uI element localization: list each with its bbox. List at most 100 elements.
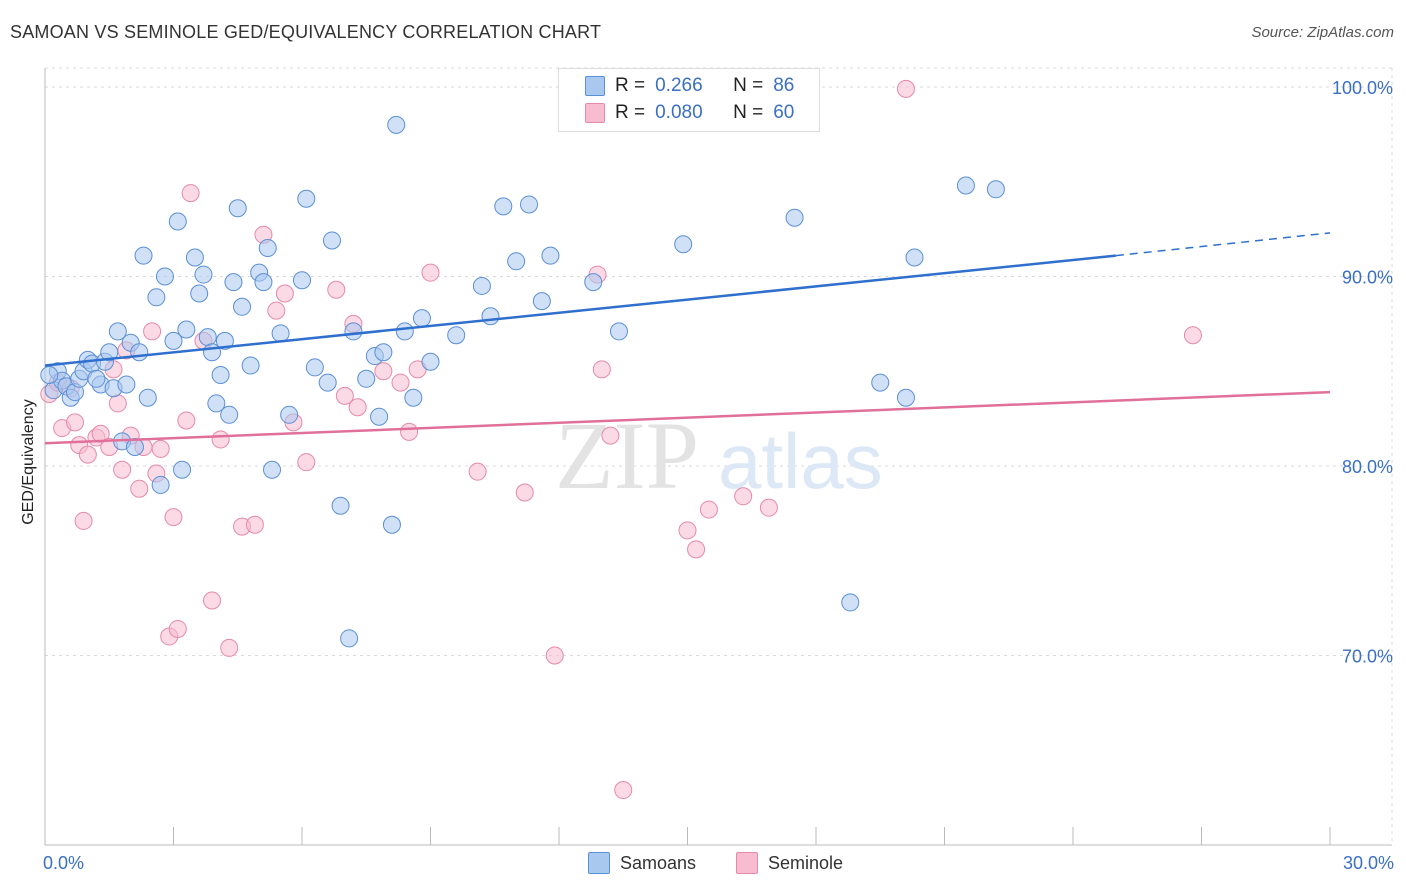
samoans-point <box>220 405 239 424</box>
seminole-point <box>143 322 162 341</box>
samoans-point <box>263 460 282 479</box>
samoans-point <box>194 265 213 284</box>
seminole-point <box>1183 326 1202 345</box>
seminole-point <box>130 479 149 498</box>
axes <box>44 68 1392 846</box>
samoans-point <box>841 593 860 612</box>
samoans-point <box>785 208 804 227</box>
seminole-point <box>327 280 346 299</box>
samoans-point <box>956 176 975 195</box>
samoans-point <box>357 369 376 388</box>
seminole-point <box>896 79 915 98</box>
samoans-point <box>40 366 59 385</box>
samoans-point <box>117 375 136 394</box>
samoans-r-value: 0.266 <box>655 75 703 96</box>
r-label: R = <box>615 102 646 123</box>
legend-item-samoans[interactable]: Samoans <box>588 852 696 874</box>
samoans-point <box>293 271 311 290</box>
samoans-point <box>224 273 243 292</box>
samoans-point <box>331 496 350 515</box>
seminole-point <box>164 508 183 527</box>
x-tick-label-min: 0.0% <box>43 853 85 873</box>
seminole-point <box>65 413 84 432</box>
seminole-point <box>177 411 196 430</box>
samoans-n-value: 86 <box>773 75 795 96</box>
seminole-r-value: 0.080 <box>655 102 703 123</box>
seminole-point <box>374 362 393 381</box>
seminole-point <box>211 430 230 449</box>
samoans-point <box>674 235 693 254</box>
y-tick-label: 90.0% <box>1342 267 1393 287</box>
samoans-point <box>271 324 290 343</box>
samoans-point <box>164 331 183 350</box>
samoans-point <box>412 309 431 328</box>
samoans-point <box>215 331 234 350</box>
samoans-point <box>421 352 440 371</box>
seminole-point <box>421 263 440 282</box>
samoans-point <box>241 356 260 375</box>
y-tick-label: 70.0% <box>1342 646 1393 666</box>
seminole-point <box>468 462 487 481</box>
samoans-point <box>297 189 316 208</box>
seminole-point <box>220 638 239 657</box>
seminole-point <box>297 453 316 472</box>
samoans-point <box>168 212 187 231</box>
samoans-point <box>541 246 560 265</box>
samoans-legend-swatch <box>588 852 610 874</box>
seminole-point <box>545 646 564 665</box>
samoans-point <box>207 394 226 413</box>
samoans-point <box>134 246 153 265</box>
trend-lines <box>44 232 1331 445</box>
samoans-trend-extension <box>1115 232 1331 257</box>
watermark: ZIP atlas <box>555 402 883 509</box>
seminole-point <box>151 439 170 458</box>
samoans-point <box>108 322 127 341</box>
samoans-point <box>532 292 551 311</box>
samoans-point <box>173 460 192 479</box>
seminole-point <box>181 184 200 203</box>
seminole-point <box>267 301 286 320</box>
seminole-point <box>74 511 93 530</box>
seminole-point <box>168 619 187 638</box>
samoans-point <box>147 288 166 307</box>
samoans-point <box>305 358 324 377</box>
samoans-point <box>896 388 915 407</box>
samoans-point <box>228 199 247 218</box>
samoans-point <box>494 197 513 216</box>
samoans-point <box>322 231 341 250</box>
r-label: R = <box>615 75 646 96</box>
samoans-point <box>280 405 299 424</box>
samoans-point <box>609 322 628 341</box>
samoans-point <box>177 320 196 339</box>
samoans-point <box>87 369 106 388</box>
samoans-point <box>318 373 337 392</box>
seminole-point <box>108 394 127 413</box>
samoans-point <box>387 115 406 134</box>
seminole-point <box>275 284 294 303</box>
samoans-swatch <box>585 76 605 96</box>
seminole-legend-swatch <box>736 852 758 874</box>
n-label: N = <box>733 75 764 96</box>
seminole-trend-line <box>44 390 1331 445</box>
samoans-point <box>190 284 209 303</box>
legend-label-seminole: Seminole <box>768 852 844 873</box>
samoans-point <box>520 195 539 214</box>
chart-title: SAMOAN VS SEMINOLE GED/EQUIVALENCY CORRE… <box>10 22 602 42</box>
legend-label-samoans: Samoans <box>620 852 697 873</box>
seminole-point <box>78 445 97 464</box>
legend-item-seminole[interactable]: Seminole <box>736 852 843 874</box>
samoans-point <box>871 373 890 392</box>
samoans-point <box>254 273 273 292</box>
seminole-point <box>678 521 697 540</box>
samoans-trend-line <box>44 254 1116 367</box>
n-label: N = <box>733 102 764 123</box>
seminole-point <box>203 591 222 610</box>
samoans-point <box>447 326 466 345</box>
samoans-point <box>395 322 414 341</box>
seminole-point <box>592 360 611 379</box>
seminole-point <box>113 460 132 479</box>
samoans-point <box>481 307 500 326</box>
samoans-point <box>130 343 149 362</box>
samoans-point <box>211 366 230 385</box>
